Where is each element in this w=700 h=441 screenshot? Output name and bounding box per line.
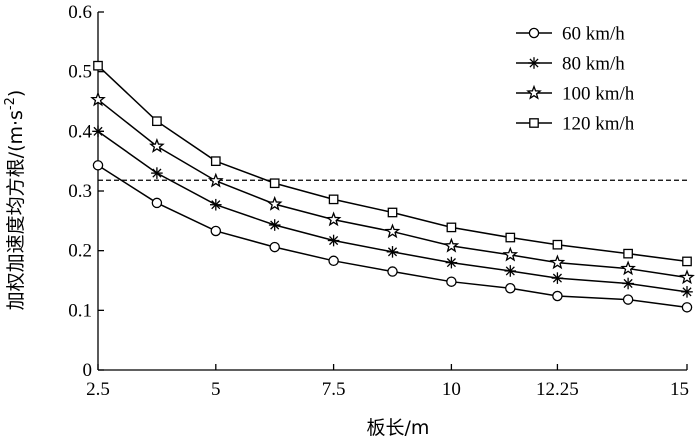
data-point <box>210 156 221 167</box>
y-tick-label: 0.4 <box>68 121 92 142</box>
data-point <box>268 219 281 231</box>
x-tick-label: 5 <box>211 379 221 400</box>
y-tick-label: 0.5 <box>68 62 92 83</box>
data-point <box>502 246 519 262</box>
data-point <box>92 160 104 171</box>
data-point <box>681 286 693 298</box>
series-line <box>97 164 688 309</box>
series-3 <box>93 60 692 267</box>
y-axis-label-superscript: -2 <box>3 97 18 110</box>
data-point <box>387 207 398 218</box>
data-point <box>151 197 163 209</box>
data-point <box>446 222 457 233</box>
legend-label: 100 km/h <box>562 84 635 105</box>
data-point <box>210 198 222 211</box>
y-tick-label: 0.6 <box>68 2 92 23</box>
legend-marker <box>528 57 540 69</box>
legend-label: 120 km/h <box>562 114 635 135</box>
data-point <box>384 223 401 239</box>
data-point <box>679 269 695 285</box>
data-point <box>266 195 283 211</box>
data-point <box>682 256 692 267</box>
data-point <box>92 125 104 138</box>
series-2 <box>90 91 695 285</box>
tick-labels: 0 0.1 0.2 0.3 0.4 0.5 0.6 2.5 5 7.5 10 12.25 15 <box>68 2 689 400</box>
data-point <box>207 172 224 188</box>
data-point <box>681 302 693 313</box>
y-axis-label-main: 加权加速度均方根/(m·s <box>5 110 27 310</box>
data-point <box>386 246 399 258</box>
data-point <box>152 116 162 127</box>
y-axis-label-tail: ) <box>5 90 27 97</box>
y-axis-label-text: 加权加速度均方根/(m·s-2) <box>3 90 27 311</box>
legend-item: 60 km/h <box>516 24 625 45</box>
data-point <box>327 234 340 247</box>
data-point <box>505 283 516 294</box>
legend-item: 120 km/h <box>516 114 635 135</box>
data-point <box>210 225 222 237</box>
data-point <box>90 91 106 107</box>
data-point <box>549 254 566 270</box>
data-point <box>552 239 563 250</box>
tick-marks <box>97 11 688 371</box>
data-point <box>328 255 339 267</box>
data-point <box>387 266 398 277</box>
y-tick-label: 0.1 <box>68 300 92 321</box>
legend-marker <box>528 27 540 39</box>
series-group <box>90 60 695 313</box>
legend-label: 60 km/h <box>562 24 625 45</box>
data-point <box>446 276 457 287</box>
data-point <box>622 277 634 290</box>
data-point <box>328 194 339 205</box>
data-point <box>505 232 516 243</box>
x-tick-label: 7.5 <box>322 379 346 400</box>
data-point <box>504 265 517 277</box>
x-tick-label: 15 <box>670 379 689 400</box>
x-axis-label: 板长/m <box>367 417 430 439</box>
y-tick-label: 0 <box>83 360 93 381</box>
y-axis-label: 加权加速度均方根/(m·s-2) <box>3 90 27 311</box>
legend-marker <box>526 84 542 100</box>
data-point <box>93 60 103 71</box>
y-tick-label: 0.3 <box>68 181 92 202</box>
legend-label: 80 km/h <box>562 54 625 75</box>
data-point <box>149 138 165 153</box>
x-tick-label: 2.5 <box>86 379 110 400</box>
data-point <box>325 211 342 227</box>
data-point <box>620 260 636 276</box>
legend-item: 80 km/h <box>516 54 625 75</box>
series-1 <box>92 125 693 298</box>
data-point <box>622 294 634 305</box>
x-tick-label: 10 <box>442 379 461 400</box>
data-point <box>552 290 563 302</box>
data-point <box>151 167 163 179</box>
data-point <box>443 237 460 253</box>
data-point <box>269 178 280 189</box>
x-tick-label: 12.25 <box>536 379 579 400</box>
series-0 <box>92 160 693 313</box>
legend-item: 100 km/h <box>516 84 635 105</box>
legend: 60 km/h 80 km/h 100 km/h 120 km/h <box>516 24 635 135</box>
y-tick-label: 0.2 <box>68 241 92 262</box>
data-point <box>551 272 564 284</box>
data-point <box>623 248 633 259</box>
data-point <box>445 256 458 269</box>
legend-marker <box>529 118 539 128</box>
data-point <box>269 241 280 253</box>
